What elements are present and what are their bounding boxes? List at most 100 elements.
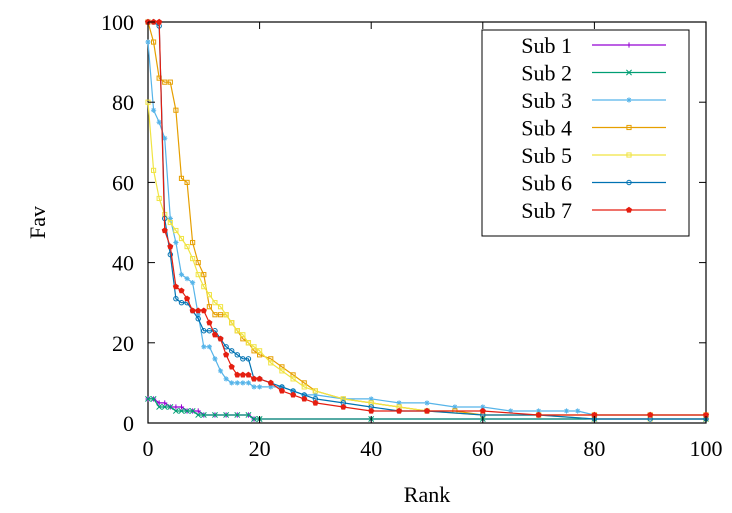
data-point bbox=[212, 300, 218, 306]
data-point bbox=[234, 371, 241, 378]
legend-item: Sub 2 bbox=[521, 61, 666, 86]
legend-marker bbox=[626, 97, 632, 103]
data-point bbox=[150, 107, 157, 113]
data-point bbox=[212, 312, 218, 318]
data-point bbox=[206, 319, 213, 326]
data-point bbox=[290, 376, 296, 382]
data-point bbox=[240, 356, 246, 362]
data-point bbox=[195, 260, 201, 266]
legend-item: Sub 1 bbox=[521, 33, 666, 58]
y-tick-label: 40 bbox=[112, 251, 134, 276]
data-point bbox=[200, 307, 207, 314]
legend-label: Sub 4 bbox=[521, 116, 572, 141]
data-point bbox=[279, 368, 285, 374]
legend-marker bbox=[625, 206, 633, 213]
legend-marker bbox=[626, 152, 632, 158]
data-point bbox=[151, 39, 157, 45]
x-tick-label: 0 bbox=[143, 436, 154, 461]
data-point bbox=[268, 360, 274, 366]
data-point bbox=[368, 407, 375, 414]
data-point bbox=[234, 412, 241, 418]
data-point bbox=[184, 276, 190, 282]
data-point bbox=[184, 295, 191, 302]
data-point bbox=[301, 395, 308, 402]
data-point bbox=[257, 384, 263, 390]
data-point bbox=[178, 404, 185, 410]
data-point bbox=[184, 243, 190, 250]
data-point bbox=[195, 272, 201, 278]
data-point bbox=[312, 388, 318, 394]
data-point bbox=[156, 400, 162, 406]
legend-item: Sub 7 bbox=[521, 198, 666, 223]
legend-item: Sub 4 bbox=[521, 116, 666, 141]
data-point bbox=[189, 307, 196, 314]
data-point bbox=[245, 340, 252, 346]
data-point bbox=[479, 407, 486, 414]
data-point bbox=[173, 239, 179, 246]
data-point bbox=[156, 18, 163, 25]
data-point bbox=[211, 331, 218, 338]
data-point bbox=[251, 384, 257, 390]
data-point bbox=[396, 400, 402, 406]
data-point bbox=[245, 412, 252, 418]
y-tick-label: 0 bbox=[123, 411, 134, 436]
data-point bbox=[184, 408, 191, 414]
data-point bbox=[268, 384, 274, 390]
data-point bbox=[172, 408, 179, 414]
data-point bbox=[245, 356, 252, 362]
data-point bbox=[161, 404, 168, 410]
data-point bbox=[206, 328, 213, 334]
data-point bbox=[167, 215, 173, 222]
legend-box bbox=[481, 29, 690, 237]
data-point bbox=[251, 416, 257, 422]
data-point bbox=[178, 272, 185, 278]
data-point bbox=[195, 312, 201, 318]
data-point bbox=[240, 380, 246, 386]
data-point bbox=[480, 404, 486, 410]
legend-item: Sub 3 bbox=[521, 88, 666, 113]
data-point bbox=[301, 384, 307, 390]
y-tick-label: 60 bbox=[112, 170, 134, 195]
data-point bbox=[145, 39, 151, 45]
data-point bbox=[223, 312, 229, 318]
data-point bbox=[256, 375, 263, 382]
data-point bbox=[278, 387, 285, 394]
data-point bbox=[245, 371, 252, 378]
data-point bbox=[234, 328, 240, 334]
data-point bbox=[162, 79, 168, 85]
series-7 bbox=[144, 18, 710, 418]
data-point bbox=[312, 392, 318, 398]
data-point bbox=[368, 396, 374, 402]
data-point bbox=[212, 412, 218, 418]
x-axis-title: Rank bbox=[404, 482, 450, 507]
data-point bbox=[195, 408, 201, 414]
data-point bbox=[206, 344, 212, 350]
data-point bbox=[250, 375, 258, 382]
data-point bbox=[229, 320, 235, 326]
data-point bbox=[228, 363, 235, 370]
data-point bbox=[173, 295, 179, 302]
data-point bbox=[200, 412, 207, 418]
data-point bbox=[189, 408, 196, 414]
data-point bbox=[647, 411, 654, 418]
tick-layer: 0 20 40 60 80 100 0 20 40 60 80 100 bbox=[101, 10, 723, 461]
data-point bbox=[212, 356, 218, 362]
legend-marker bbox=[626, 69, 632, 76]
data-point bbox=[201, 344, 207, 350]
data-point bbox=[257, 348, 263, 354]
legend-marker bbox=[626, 179, 632, 186]
data-point bbox=[201, 272, 207, 278]
legend-marker bbox=[626, 42, 632, 48]
data-point bbox=[229, 380, 235, 386]
data-point bbox=[217, 304, 224, 310]
data-point bbox=[178, 235, 185, 242]
x-tick-label: 80 bbox=[583, 436, 605, 461]
data-point bbox=[167, 219, 173, 226]
data-point bbox=[156, 404, 163, 410]
data-point bbox=[290, 391, 297, 398]
data-point bbox=[240, 332, 246, 338]
data-point bbox=[145, 395, 151, 402]
data-point bbox=[228, 348, 235, 354]
data-point bbox=[575, 408, 581, 414]
legend-item: Sub 6 bbox=[521, 171, 666, 196]
